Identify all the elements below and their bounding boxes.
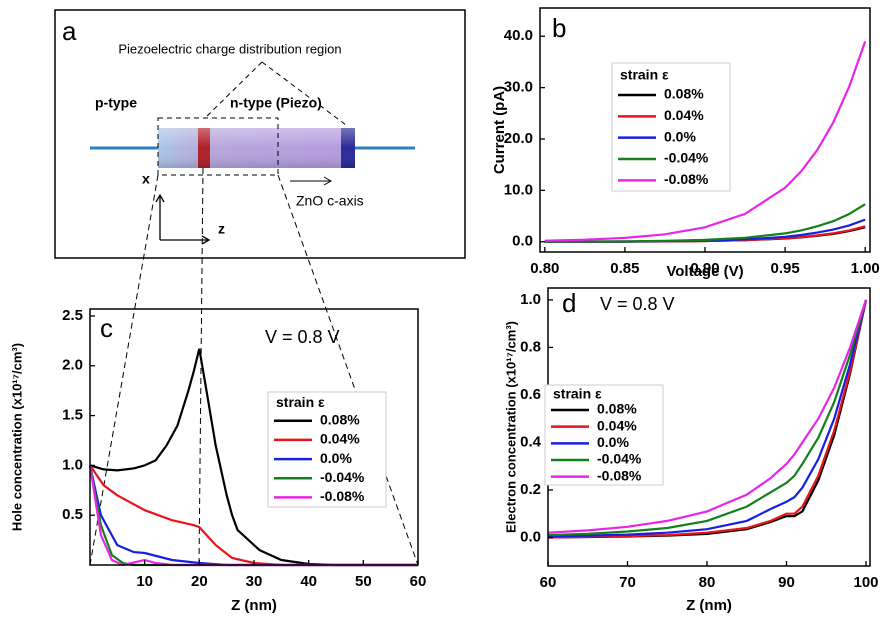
panel-a-frame bbox=[54, 9, 466, 259]
legend-label: 0.08% bbox=[320, 411, 360, 427]
annotation: V = 0.8 V bbox=[265, 327, 340, 347]
legend-label: 0.0% bbox=[664, 128, 696, 144]
series-line bbox=[544, 41, 867, 242]
c-axis-arrow bbox=[290, 176, 333, 186]
legend-label: 0.08% bbox=[597, 401, 637, 417]
x-axis-label: Z (nm) bbox=[686, 597, 732, 614]
c-axis-label: ZnO c-axis bbox=[296, 193, 364, 209]
series-line bbox=[544, 203, 866, 243]
region-title: Piezoelectric charge distribution region bbox=[118, 41, 341, 56]
x-tick-label: 70 bbox=[619, 574, 636, 591]
y-tick-label: 2.0 bbox=[62, 357, 83, 374]
series-line bbox=[89, 464, 418, 567]
y-tick-label: 40.0 bbox=[504, 27, 533, 44]
legend-label: 0.04% bbox=[597, 417, 637, 433]
y-axis-label: Current (pA) bbox=[491, 86, 508, 174]
panel-b: 0.80 0.85 0.90 0.95 1.00 0.0 10.0 20.0 30.0 40.0 b… bbox=[491, 7, 880, 280]
legend-label: 0.04% bbox=[664, 107, 704, 123]
legend-label: 0.08% bbox=[664, 86, 704, 102]
y-tick-label: 0.2 bbox=[520, 481, 541, 498]
x-axis-label: Z (nm) bbox=[231, 597, 277, 614]
x-tick-label: 50 bbox=[355, 573, 372, 590]
x-tick-label: 10 bbox=[136, 573, 153, 590]
legend-title: strain ε bbox=[553, 386, 602, 402]
y-tick-label: 1.5 bbox=[62, 407, 83, 424]
zoom-lines bbox=[89, 167, 419, 566]
legend-title: strain ε bbox=[620, 67, 669, 83]
legend: strain ε0.08% 0.04% 0.0% -0.04% -0.08% bbox=[267, 391, 387, 508]
legend-frame bbox=[611, 62, 731, 192]
x-tick-label: 0.85 bbox=[610, 260, 639, 277]
n-label: n-type (Piezo) bbox=[230, 95, 322, 111]
y-tick-label: 0.0 bbox=[512, 233, 533, 250]
legend-label: -0.08% bbox=[664, 171, 709, 187]
panel-d: 60 70 80 90 100 0.0 0.2 0.4 0.6 0.8 1.0 d Z (nm) Elec… bbox=[503, 287, 879, 614]
pointer bbox=[204, 61, 347, 126]
y-tick-label: 10.0 bbox=[504, 181, 533, 198]
x-tick-label: 40 bbox=[300, 573, 317, 590]
series-line bbox=[547, 299, 868, 538]
legend-label: -0.04% bbox=[597, 451, 642, 467]
y-tick-label: 0.4 bbox=[520, 433, 542, 450]
x-tick-label: 0.95 bbox=[770, 260, 799, 277]
panel-a: a Piezoelectric charge distribution regi… bbox=[54, 9, 466, 259]
legend-label: -0.04% bbox=[664, 150, 709, 166]
y-tick-label: 30.0 bbox=[504, 79, 533, 96]
y-tick-label: 1.0 bbox=[520, 291, 541, 308]
y-axis-label: Electron concentration (x10¹⁷/cm³) bbox=[503, 321, 518, 533]
y-tick-label: 2.5 bbox=[62, 307, 83, 324]
panel-label: c bbox=[100, 313, 113, 343]
x-tick-label: 0.80 bbox=[530, 260, 559, 277]
p-label: p-type bbox=[95, 95, 137, 111]
y-tick-label: 0.6 bbox=[520, 386, 541, 403]
x-tick-label: 60 bbox=[540, 574, 557, 591]
x-tick-label: 20 bbox=[191, 573, 208, 590]
legend-label: 0.04% bbox=[320, 431, 360, 447]
y-tick-label: 0.0 bbox=[520, 528, 541, 545]
legend-label: 0.0% bbox=[320, 450, 352, 466]
y-tick-label: 0.8 bbox=[520, 338, 541, 355]
x-tick-label: 80 bbox=[699, 574, 716, 591]
x-tick-label: 1.00 bbox=[851, 260, 880, 277]
zoom-box bbox=[157, 117, 279, 176]
x-tick-label: 60 bbox=[410, 573, 427, 590]
coord-arrows bbox=[155, 193, 211, 245]
legend-label: -0.08% bbox=[320, 488, 365, 504]
legend-title: strain ε bbox=[276, 394, 325, 410]
axis-z-label: z bbox=[218, 221, 225, 237]
legend: strain ε0.08%0.04%0.0%-0.04%-0.08% bbox=[544, 384, 664, 486]
y-tick-label: 1.0 bbox=[62, 456, 83, 473]
legend-label: -0.08% bbox=[597, 467, 642, 483]
series-line bbox=[89, 348, 418, 567]
axis-x-label: x bbox=[142, 171, 150, 187]
panel-label: b bbox=[552, 13, 566, 43]
panel-label: a bbox=[62, 16, 77, 46]
x-tick-label: 0.90 bbox=[690, 260, 719, 277]
y-axis-label: Hole concentration (x10¹⁷/cm³) bbox=[9, 343, 24, 531]
x-tick-label: 30 bbox=[246, 573, 263, 590]
annotation: V = 0.8 V bbox=[600, 294, 675, 314]
series-line bbox=[547, 299, 868, 537]
x-tick-label: 90 bbox=[778, 574, 795, 591]
x-tick-label: 100 bbox=[854, 574, 879, 591]
series-line bbox=[547, 299, 868, 534]
series-line bbox=[547, 299, 868, 539]
legend-label: 0.0% bbox=[597, 434, 629, 450]
nanowire-shade bbox=[158, 128, 355, 168]
x-axis-label: Voltage (V) bbox=[666, 263, 743, 280]
y-tick-label: 20.0 bbox=[504, 130, 533, 147]
panel-label: d bbox=[562, 288, 576, 318]
legend-label: -0.04% bbox=[320, 469, 365, 485]
legend-frame bbox=[267, 391, 387, 508]
legend-frame bbox=[544, 384, 664, 486]
legend: strain ε 0.08% 0.04% 0.0% -0.04% -0.08% bbox=[611, 62, 731, 192]
y-tick-label: 0.5 bbox=[62, 506, 83, 523]
panel-c: 10 20 30 40 50 60 0.5 1.0 1.5 2.0 2.5 c Z (nm) Hole c… bbox=[9, 307, 426, 614]
